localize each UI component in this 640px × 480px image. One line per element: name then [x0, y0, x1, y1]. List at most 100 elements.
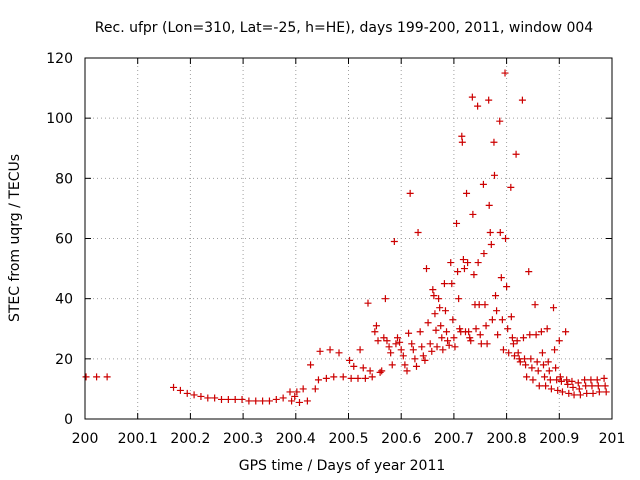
chart-title: Rec. ufpr (Lon=310, Lat=-25, h=HE), days…	[95, 20, 594, 36]
data-point	[556, 373, 564, 381]
y-axis-label: STEC from uqrg / TECUs	[7, 154, 23, 322]
data-point	[582, 382, 590, 390]
x-tick-label: 200	[72, 431, 99, 447]
data-point	[326, 346, 334, 354]
data-point	[496, 117, 504, 125]
data-point	[299, 385, 307, 393]
x-tick-label: 200.4	[276, 431, 316, 447]
data-point	[394, 334, 402, 342]
data-point	[347, 374, 355, 382]
data-point	[480, 250, 488, 258]
data-point	[526, 331, 534, 339]
data-point	[569, 383, 577, 391]
data-point	[176, 386, 184, 394]
data-point	[479, 180, 487, 188]
data-point	[602, 388, 610, 396]
data-point	[390, 238, 398, 246]
y-tick-label: 60	[55, 232, 73, 248]
data-point	[485, 96, 493, 104]
data-point	[426, 340, 434, 348]
data-point	[507, 183, 515, 191]
y-tick-label: 120	[46, 51, 73, 67]
data-point	[570, 391, 578, 399]
data-point	[575, 385, 583, 393]
y-tick-label: 20	[55, 352, 73, 368]
axis-ticks	[84, 57, 613, 420]
data-point	[481, 301, 489, 309]
data-point	[486, 228, 494, 236]
data-point	[533, 358, 541, 366]
data-point	[455, 295, 463, 303]
data-point	[488, 316, 496, 324]
data-point	[594, 382, 602, 390]
data-point	[409, 346, 417, 354]
data-point	[527, 355, 535, 363]
data-point	[508, 334, 516, 342]
data-point	[574, 379, 582, 387]
data-point	[554, 386, 562, 394]
data-point	[458, 132, 466, 140]
data-point	[432, 326, 440, 334]
data-point	[418, 343, 426, 351]
data-point	[368, 373, 376, 381]
data-point	[534, 367, 542, 375]
data-point	[421, 356, 429, 364]
data-point	[507, 313, 515, 321]
data-point	[366, 367, 374, 375]
data-point	[401, 361, 409, 369]
y-tick-label: 0	[64, 412, 73, 428]
data-point	[453, 219, 461, 227]
data-point	[451, 343, 459, 351]
data-point	[474, 259, 482, 267]
data-point	[581, 376, 589, 384]
x-tick-label: 200.1	[118, 431, 158, 447]
data-point	[437, 322, 445, 330]
x-axis-label: GPS time / Days of year 2011	[239, 458, 446, 474]
data-point	[483, 340, 491, 348]
data-point	[183, 389, 191, 397]
data-point	[397, 346, 405, 354]
data-point	[450, 334, 458, 342]
data-point	[431, 310, 439, 318]
data-point	[476, 331, 484, 339]
data-point	[544, 358, 552, 366]
data-point	[514, 349, 522, 357]
data-point	[231, 395, 239, 403]
data-point	[372, 322, 380, 330]
data-point	[419, 352, 427, 360]
data-point	[293, 388, 301, 396]
data-point	[583, 389, 591, 397]
data-point	[543, 325, 551, 333]
data-point	[361, 374, 369, 382]
data-point	[429, 286, 437, 294]
data-point	[562, 328, 570, 336]
data-point	[381, 295, 389, 303]
x-tick-label: 200.6	[381, 431, 421, 447]
data-point	[490, 171, 498, 179]
data-point	[279, 394, 287, 402]
data-point	[595, 388, 603, 396]
data-point	[430, 292, 438, 300]
data-point	[511, 352, 519, 360]
data-point	[459, 256, 467, 264]
data-point	[553, 376, 561, 384]
grid-lines	[85, 58, 612, 419]
data-point	[399, 352, 407, 360]
data-point	[490, 138, 498, 146]
data-point	[460, 265, 468, 273]
x-tick-label: 200.3	[223, 431, 263, 447]
data-point	[552, 364, 560, 372]
data-point	[551, 346, 559, 354]
data-point	[593, 376, 601, 384]
data-point	[456, 325, 464, 333]
data-point	[576, 391, 584, 399]
data-point	[498, 316, 506, 324]
data-point	[501, 69, 509, 77]
data-point	[439, 346, 447, 354]
data-point	[465, 328, 473, 336]
data-point	[528, 364, 536, 372]
data-point	[504, 325, 512, 333]
data-point	[443, 328, 451, 336]
data-point	[485, 201, 493, 209]
